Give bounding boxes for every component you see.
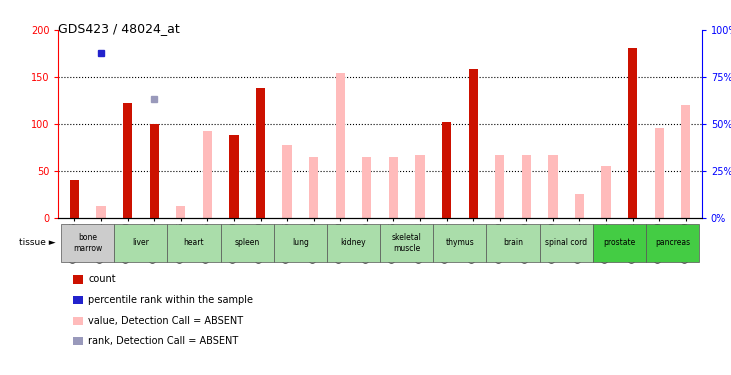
Bar: [380, 224, 433, 262]
Text: brain: brain: [503, 238, 523, 248]
Text: GDS423 / 48024_at: GDS423 / 48024_at: [58, 22, 181, 36]
Bar: [362, 157, 371, 218]
Text: spleen: spleen: [235, 238, 260, 248]
Bar: [114, 224, 167, 262]
Bar: [123, 103, 132, 218]
Text: tissue ►: tissue ►: [19, 238, 56, 248]
Bar: [96, 206, 106, 218]
Bar: [602, 166, 610, 218]
Bar: [415, 154, 425, 218]
Bar: [202, 131, 212, 218]
Bar: [548, 154, 558, 218]
Bar: [575, 194, 584, 217]
Text: bone
marrow: bone marrow: [73, 233, 102, 252]
Text: percentile rank within the sample: percentile rank within the sample: [88, 295, 254, 305]
Bar: [61, 224, 114, 262]
Bar: [309, 157, 318, 218]
Bar: [69, 180, 79, 218]
Bar: [336, 73, 345, 217]
Bar: [389, 157, 398, 218]
Bar: [150, 124, 159, 218]
Text: heart: heart: [183, 238, 205, 248]
Bar: [646, 224, 699, 262]
Bar: [176, 206, 186, 218]
Bar: [433, 224, 486, 262]
Bar: [274, 224, 327, 262]
Bar: [221, 224, 274, 262]
Text: lung: lung: [292, 238, 308, 248]
Bar: [282, 146, 292, 218]
Bar: [628, 48, 637, 217]
Text: spinal cord: spinal cord: [545, 238, 587, 248]
Text: value, Detection Call = ABSENT: value, Detection Call = ABSENT: [88, 316, 243, 326]
Text: count: count: [88, 274, 116, 284]
Bar: [230, 135, 238, 218]
Bar: [167, 224, 221, 262]
Bar: [327, 224, 380, 262]
Text: kidney: kidney: [341, 238, 366, 248]
Bar: [442, 122, 451, 218]
Bar: [256, 88, 265, 218]
Text: thymus: thymus: [445, 238, 474, 248]
Bar: [486, 224, 539, 262]
Text: skeletal
muscle: skeletal muscle: [392, 233, 422, 252]
Text: rank, Detection Call = ABSENT: rank, Detection Call = ABSENT: [88, 336, 239, 346]
Bar: [469, 69, 478, 218]
Text: prostate: prostate: [603, 238, 635, 248]
Bar: [654, 128, 664, 218]
Bar: [539, 224, 593, 262]
Bar: [522, 154, 531, 218]
Text: liver: liver: [132, 238, 149, 248]
Bar: [593, 224, 646, 262]
Bar: [495, 154, 504, 218]
Text: pancreas: pancreas: [655, 238, 690, 248]
Bar: [681, 105, 691, 218]
